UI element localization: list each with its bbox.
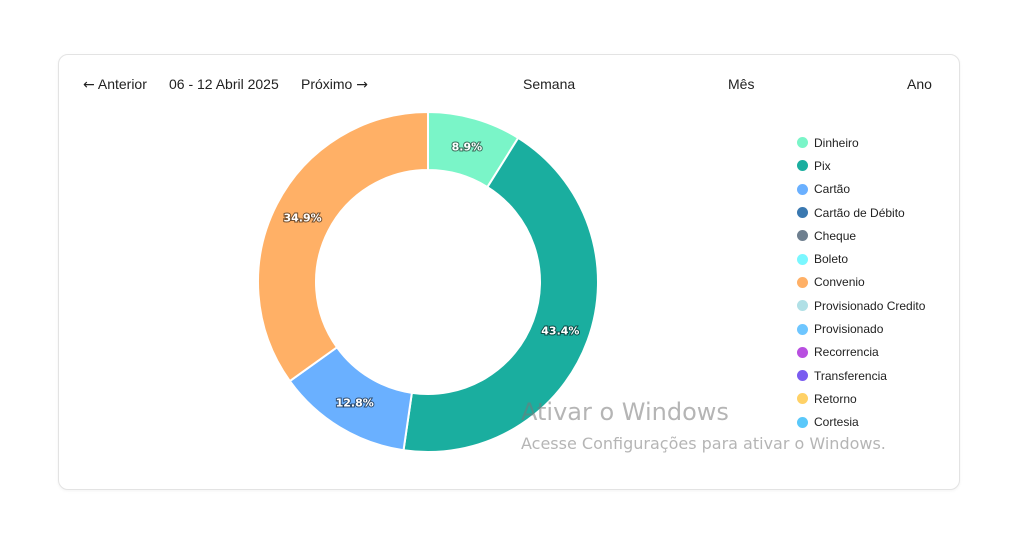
period-year-button[interactable]: Ano bbox=[907, 76, 932, 92]
legend-label: Cartão de Débito bbox=[814, 205, 905, 220]
legend-label: Retorno bbox=[814, 391, 857, 406]
legend-item[interactable]: Provisionado Credito bbox=[797, 294, 925, 317]
legend-item[interactable]: Cheque bbox=[797, 224, 925, 247]
legend-label: Cortesia bbox=[814, 415, 859, 430]
windows-watermark-subtitle: Acesse Configurações para ativar o Windo… bbox=[521, 434, 886, 453]
legend-swatch-icon bbox=[797, 137, 808, 149]
legend-swatch-icon bbox=[797, 207, 808, 219]
legend-swatch-icon bbox=[797, 253, 808, 265]
legend-label: Cheque bbox=[814, 228, 857, 243]
legend-item[interactable]: Provisionado bbox=[797, 317, 925, 340]
legend-label: Dinheiro bbox=[814, 135, 859, 150]
legend-label: Transferencia bbox=[814, 368, 887, 383]
date-range: 06 - 12 Abril 2025 bbox=[169, 76, 279, 92]
legend-item[interactable]: Cartão de Débito bbox=[797, 201, 925, 224]
legend-swatch-icon bbox=[797, 276, 808, 288]
legend-label: Provisionado Credito bbox=[814, 298, 926, 313]
legend-item[interactable]: Convenio bbox=[797, 271, 925, 294]
slice-convenio[interactable] bbox=[257, 110, 429, 383]
donut-chart: 8.9% 43.4% 12.8% 34.9% bbox=[257, 110, 599, 453]
slice-label-convenio: 34.9% bbox=[283, 212, 321, 225]
period-week-button[interactable]: Semana bbox=[523, 76, 576, 92]
legend-item[interactable]: Retorno bbox=[797, 387, 925, 410]
previous-label: Anterior bbox=[97, 76, 147, 92]
slice-label-cartão: 12.8% bbox=[336, 396, 374, 409]
payment-chart-card: ← Anterior 06 - 12 Abril 2025 Próximo → … bbox=[58, 54, 960, 490]
legend-item[interactable]: Dinheiro bbox=[797, 131, 925, 154]
legend-item[interactable]: Cortesia bbox=[797, 411, 925, 434]
legend-label: Cartão bbox=[814, 182, 851, 197]
legend-item[interactable]: Transferencia bbox=[797, 364, 925, 387]
slice-pix[interactable] bbox=[402, 136, 599, 453]
legend-swatch-icon bbox=[797, 323, 808, 335]
chart-toolbar: ← Anterior 06 - 12 Abril 2025 Próximo → … bbox=[59, 55, 959, 115]
legend-swatch-icon bbox=[797, 393, 808, 405]
previous-button[interactable]: ← Anterior bbox=[83, 76, 147, 93]
legend-swatch-icon bbox=[797, 230, 808, 242]
slice-label-dinheiro: 8.9% bbox=[452, 140, 483, 153]
legend-swatch-icon bbox=[797, 416, 808, 428]
next-button[interactable]: Próximo → bbox=[301, 76, 368, 93]
arrow-right-icon: → bbox=[356, 77, 368, 93]
arrow-left-icon: ← bbox=[83, 77, 95, 93]
legend-swatch-icon bbox=[797, 300, 808, 312]
legend-label: Recorrencia bbox=[814, 345, 879, 360]
legend-item[interactable]: Pix bbox=[797, 154, 925, 177]
legend-swatch-icon bbox=[797, 370, 808, 382]
legend-item[interactable]: Recorrencia bbox=[797, 341, 925, 364]
slice-label-pix: 43.4% bbox=[541, 325, 579, 338]
period-month-button[interactable]: Mês bbox=[728, 76, 755, 92]
legend-swatch-icon bbox=[797, 346, 808, 358]
windows-watermark-title: Ativar o Windows bbox=[521, 398, 729, 426]
legend-swatch-icon bbox=[797, 160, 808, 172]
legend-item[interactable]: Boleto bbox=[797, 247, 925, 270]
legend-label: Provisionado bbox=[814, 322, 884, 337]
next-label: Próximo bbox=[301, 76, 353, 92]
legend-label: Convenio bbox=[814, 275, 865, 290]
legend-item[interactable]: Cartão bbox=[797, 178, 925, 201]
legend-label: Boleto bbox=[814, 252, 849, 267]
legend-label: Pix bbox=[814, 158, 831, 173]
chart-legend: Dinheiro Pix Cartão Cartão de Débito Cheque B… bbox=[797, 131, 925, 434]
legend-swatch-icon bbox=[797, 183, 808, 195]
